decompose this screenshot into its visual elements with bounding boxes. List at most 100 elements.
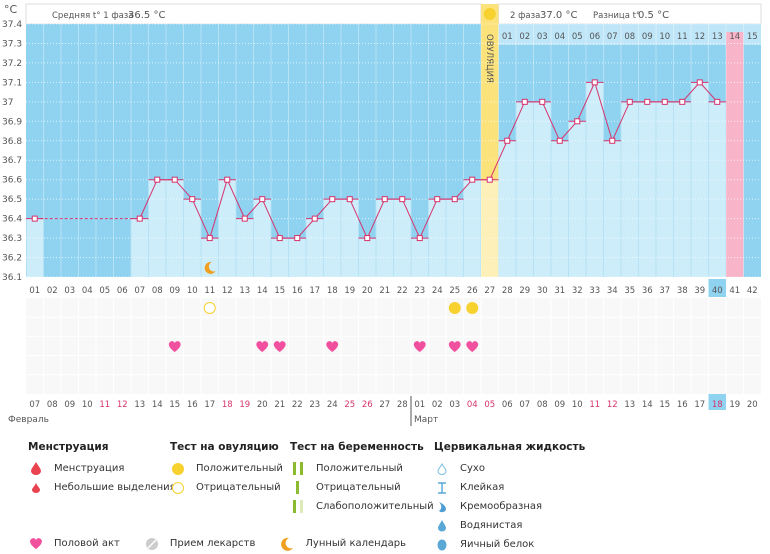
- temp-bar: [131, 218, 148, 277]
- cycle-day-label: 17: [309, 286, 320, 296]
- month-label: Март: [414, 415, 438, 425]
- temp-line-segment: [139, 179, 158, 219]
- date-label: 22: [292, 400, 303, 410]
- cycle-day-label: 14: [257, 286, 268, 296]
- temp-line-segment: [489, 140, 508, 180]
- cycle-day-label: 27: [484, 286, 495, 296]
- temp-line-segment: [559, 120, 578, 142]
- cycle-day-label: 22: [397, 286, 408, 296]
- temp-bar: [446, 199, 463, 277]
- date-label: 14: [642, 400, 653, 410]
- cycle-day-label: 02: [47, 286, 58, 296]
- cycle-day-label: 38: [677, 286, 688, 296]
- luteal-day-label: 07: [607, 32, 618, 42]
- legend-item: Лунный календарь: [305, 538, 406, 549]
- luteal-row: [498, 24, 761, 45]
- temp-line-segment: [681, 82, 701, 103]
- date-label: 10: [82, 400, 93, 410]
- cycle-day-label: 15: [274, 286, 285, 296]
- legend-title: Менструация: [28, 441, 109, 453]
- cycle-day-label: 08: [152, 286, 163, 296]
- temp-point: [434, 196, 441, 203]
- cycle-day-label: 31: [554, 286, 565, 296]
- heart-icon: [326, 341, 339, 352]
- phase1-value: 36.5 °C: [128, 10, 165, 21]
- legend-pregnancy-test: Тест на беременность Положительный Отриц…: [290, 441, 434, 516]
- temp-bar: [551, 140, 568, 277]
- date-label: 25: [344, 400, 355, 410]
- month-label: Февраль: [8, 415, 49, 425]
- date-label: 16: [187, 400, 198, 410]
- date-label: 14: [152, 400, 163, 410]
- date-label: 11: [589, 400, 600, 410]
- temp-line-segment: [191, 198, 211, 239]
- temp-point: [504, 137, 511, 144]
- cycle-day-label: 32: [572, 286, 583, 296]
- cycle-day-label: 13: [239, 286, 250, 296]
- temp-point: [154, 176, 161, 183]
- cycle-day-label: 23: [414, 286, 425, 296]
- temp-bar: [621, 101, 638, 277]
- temp-bar: [639, 101, 656, 277]
- temp-bar: [464, 179, 481, 277]
- diff-value: 0.5 °C: [638, 10, 669, 21]
- y-tick-label: 37.4: [2, 20, 22, 30]
- temp-line-segment: [209, 179, 228, 239]
- temp-point: [189, 196, 196, 203]
- temp-line-segment: [419, 198, 438, 239]
- temp-point: [399, 196, 406, 203]
- temp-point: [609, 137, 616, 144]
- today-date-highlight: [708, 394, 726, 410]
- temp-point: [539, 98, 546, 105]
- phase1-label: Средняя t° 1 фаза: [52, 11, 134, 21]
- y-tick-label: 36.8: [2, 137, 22, 147]
- luteal-day-label: 14: [729, 32, 740, 42]
- date-label: 01: [414, 400, 425, 410]
- temp-point: [416, 235, 423, 242]
- legend-title: Цервикальная жидкость: [434, 441, 586, 453]
- legend-item: Менструация: [54, 463, 125, 474]
- date-label: 11: [99, 400, 110, 410]
- date-label: 12: [117, 400, 128, 410]
- moon-icon: [204, 261, 216, 274]
- today-highlight: [708, 279, 726, 297]
- temp-bar: [709, 101, 726, 277]
- two-lines-icon: [290, 462, 306, 476]
- ovulation-test-positive-icon: [466, 302, 479, 314]
- luteal-day-label: 05: [572, 32, 583, 42]
- date-label: 08: [537, 400, 548, 410]
- date-label: 16: [677, 400, 688, 410]
- temp-bar: [219, 179, 236, 277]
- y-tick-label: 36.5: [2, 195, 22, 205]
- date-label: 18: [712, 400, 723, 410]
- temp-point: [311, 215, 318, 222]
- date-label: 26: [362, 400, 373, 410]
- cycle-day-label: 41: [729, 286, 740, 296]
- legend-item: Прием лекарств: [169, 538, 256, 549]
- ovulation-test-negative-icon: [203, 302, 216, 314]
- cycle-day-label: 39: [694, 286, 705, 296]
- cycle-day-label: 05: [99, 286, 110, 296]
- temp-line-segment: [349, 198, 368, 239]
- temp-bar: [359, 238, 376, 277]
- date-label: 15: [169, 400, 180, 410]
- legend-item: Клейкая: [460, 482, 505, 493]
- temp-point: [31, 215, 38, 222]
- moon-icon: [279, 537, 295, 551]
- temp-line-segment: [699, 82, 718, 103]
- date-label: 05: [484, 400, 495, 410]
- temp-line-segment: [296, 218, 316, 239]
- cycle-day-label: 16: [292, 286, 303, 296]
- temp-line-segment: [576, 82, 596, 122]
- temp-bar: [534, 101, 551, 277]
- y-tick-label: 36.3: [2, 234, 22, 244]
- temp-bar: [674, 101, 691, 277]
- legend-title: Тест на овуляцию: [170, 441, 279, 453]
- legend-ovulation-test: Тест на овуляцию Положительный Отрицател…: [170, 441, 283, 497]
- temp-point: [136, 215, 143, 222]
- temp-line-segment: [314, 198, 333, 219]
- cycle-day-label: 04: [82, 286, 93, 296]
- cycle-day-label: 01: [29, 286, 40, 296]
- temp-bar: [26, 218, 43, 277]
- heart-icon: [273, 341, 286, 352]
